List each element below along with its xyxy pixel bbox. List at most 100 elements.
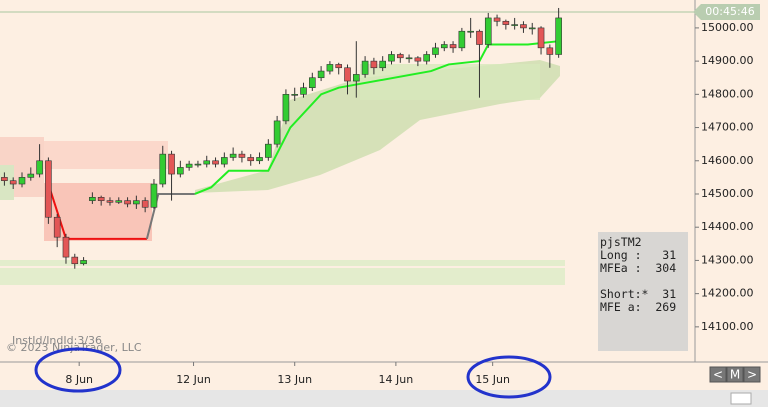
candle-body xyxy=(159,153,167,185)
info-line: pjsTM2 xyxy=(600,235,642,249)
candle-body xyxy=(370,60,378,69)
y-tick-label: 14300.00 xyxy=(701,253,754,266)
scroll-thumb[interactable] xyxy=(730,392,752,405)
candle-body xyxy=(352,74,360,82)
candle-body xyxy=(97,197,105,201)
nav-button[interactable] xyxy=(743,366,761,383)
x-tick-label: 12 Jun xyxy=(176,373,211,386)
candle-body xyxy=(396,54,404,59)
candle-body xyxy=(309,77,316,88)
buttons: < M > xyxy=(709,366,761,383)
y-tick-label: 14900.00 xyxy=(701,54,754,67)
y-tick-label: 14800.00 xyxy=(701,87,754,100)
candle-body xyxy=(89,197,96,201)
info-line: MFE a: 269 xyxy=(600,300,677,314)
candle-body xyxy=(80,260,87,265)
candle-body xyxy=(1,177,8,181)
candle-body xyxy=(45,160,52,218)
candle-body xyxy=(440,44,448,49)
candle-body xyxy=(476,30,483,45)
candle-body xyxy=(361,60,369,75)
nav-button[interactable] xyxy=(709,366,727,383)
candle-body xyxy=(265,143,272,158)
zone xyxy=(0,260,565,266)
candle-body xyxy=(467,30,474,33)
x-tick-label: 15 Jun xyxy=(475,373,510,386)
candle-body xyxy=(247,157,255,162)
scrollbar[interactable] xyxy=(0,390,768,407)
candle-body xyxy=(9,180,17,185)
candle-body xyxy=(520,24,527,29)
info-line: MFEa : 304 xyxy=(600,261,677,275)
candle-body xyxy=(115,200,123,203)
x-tick-label: 8 Jun xyxy=(65,373,93,386)
candle-body xyxy=(273,120,281,145)
candle-body xyxy=(62,236,70,258)
candle-body xyxy=(335,64,343,69)
y-tick-label: 14200.00 xyxy=(701,287,754,300)
zone xyxy=(44,183,152,241)
candle-body xyxy=(493,17,501,22)
highlight xyxy=(34,347,122,393)
time-tag xyxy=(693,4,760,20)
candle-body xyxy=(484,17,492,45)
highlight xyxy=(466,355,552,399)
zone xyxy=(360,64,540,100)
candle-body xyxy=(168,153,175,175)
candle-body xyxy=(203,160,211,165)
candle-body xyxy=(212,160,219,165)
candle-body xyxy=(141,200,149,208)
stop-line xyxy=(145,192,195,240)
instrument-label: InstId/IndId:3/36 xyxy=(12,334,102,347)
candle-body xyxy=(432,47,439,55)
candle-body xyxy=(414,57,422,62)
y-tick-label: 14600.00 xyxy=(701,154,754,167)
nav-button-label[interactable]: < xyxy=(713,368,723,382)
nav-button-label[interactable]: M xyxy=(730,368,740,382)
candle-body xyxy=(133,200,140,205)
info-line: Short:* 31 xyxy=(600,287,677,301)
candle-body xyxy=(27,173,35,178)
candle-body xyxy=(238,153,246,158)
y-tick-label: 14100.00 xyxy=(701,320,754,333)
candle-body xyxy=(449,44,457,49)
candle-body xyxy=(326,64,334,72)
candle-body xyxy=(177,167,184,175)
x-tick-label: 14 Jun xyxy=(379,373,414,386)
candle-body xyxy=(124,200,131,205)
candle-body xyxy=(150,183,158,208)
time-label: 00:45:46 xyxy=(705,5,754,18)
candle-body xyxy=(36,160,43,175)
candle-body xyxy=(388,54,395,62)
nav-button-label[interactable]: > xyxy=(747,368,757,382)
nav-button[interactable] xyxy=(726,366,744,383)
y-tick-label: 15000.00 xyxy=(701,21,754,34)
copyright: © 2023 NinjaTrader, LLC xyxy=(6,341,142,354)
candle-body xyxy=(555,17,562,55)
candle-body xyxy=(282,94,290,122)
candle-body xyxy=(379,60,386,69)
zone xyxy=(44,141,168,169)
candle-body xyxy=(537,27,545,49)
candle-body xyxy=(185,163,193,168)
candle-body xyxy=(300,87,307,95)
candle-body xyxy=(317,70,325,79)
candle-body xyxy=(53,216,61,238)
zone xyxy=(0,165,14,200)
candle-body xyxy=(291,94,299,96)
candle-body xyxy=(256,157,263,162)
candle-body xyxy=(502,20,510,25)
candle-body xyxy=(528,27,536,30)
candle-body xyxy=(18,177,26,185)
candle-body xyxy=(546,47,554,55)
info-box: pjsTM2 Long : 31 MFEa : 304 Short:* 31 MFE a… xyxy=(598,232,688,351)
candle-body xyxy=(344,67,351,82)
candle-body xyxy=(229,153,237,158)
y-tick-label: 14400.00 xyxy=(701,220,754,233)
x-tick-label: 13 Jun xyxy=(277,373,312,386)
candle-body xyxy=(458,30,466,49)
candle-body xyxy=(71,256,79,265)
candle-body xyxy=(194,163,202,166)
